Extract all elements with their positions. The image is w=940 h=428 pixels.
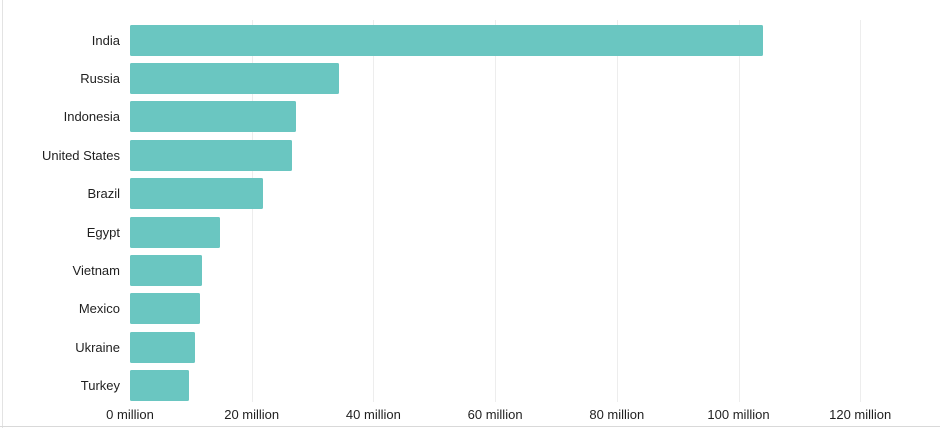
bar-track	[130, 21, 940, 59]
chart-row-vietnam: Vietnam	[73, 251, 940, 289]
bar-indonesia[interactable]	[130, 101, 296, 133]
bar-track	[130, 367, 940, 405]
x-axis: 0 million 20 million 40 million 60 million 8…	[106, 404, 940, 426]
chart-row-india: India	[92, 21, 940, 59]
bar-mexico[interactable]	[130, 293, 200, 325]
chart-row-brazil: Brazil	[87, 175, 940, 213]
bar-turkey[interactable]	[130, 370, 190, 402]
card-bottom-border	[0, 426, 940, 427]
bar-india[interactable]	[130, 24, 763, 56]
category-label-united-states: United States	[41, 147, 120, 163]
x-tick-label-0-million: 0 million	[106, 407, 154, 422]
category-label-egypt: Egypt	[86, 224, 120, 240]
bar-track	[130, 213, 940, 251]
bar-russia[interactable]	[130, 63, 339, 95]
bar-track	[130, 328, 940, 366]
bar-track	[130, 59, 940, 97]
category-label-vietnam: Vietnam	[72, 263, 120, 279]
chart-row-mexico: Mexico	[79, 290, 940, 328]
category-label-russia: Russia	[80, 71, 120, 87]
bar-rows: India Russia Indonesia United States Brazil E…	[42, 21, 940, 405]
card-left-border	[2, 0, 3, 428]
category-label-mexico: Mexico	[78, 301, 120, 317]
bar-vietnam[interactable]	[130, 255, 203, 287]
bar-egypt[interactable]	[130, 216, 221, 248]
bar-track	[130, 251, 940, 289]
bar-ukraine[interactable]	[130, 331, 196, 363]
chart-row-united-states: United States	[42, 136, 940, 174]
category-label-indonesia: Indonesia	[63, 109, 120, 125]
bar-track	[130, 136, 940, 174]
x-tick-label-20-million: 20 million	[224, 407, 280, 422]
bar-track	[130, 290, 940, 328]
x-tick-label-100-million: 100 million	[707, 407, 770, 422]
plot-area: India Russia Indonesia United States Brazil E…	[42, 0, 940, 428]
x-tick-label-120-million: 120 million	[829, 407, 892, 422]
x-tick-label-40-million: 40 million	[345, 407, 401, 422]
bar-track	[130, 98, 940, 136]
category-label-ukraine: Ukraine	[75, 339, 120, 355]
x-tick-label-60-million: 60 million	[467, 407, 523, 422]
bar-brazil[interactable]	[130, 178, 263, 210]
chart-row-indonesia: Indonesia	[64, 98, 940, 136]
x-tick-label-80-million: 80 million	[589, 407, 645, 422]
category-label-turkey: Turkey	[80, 378, 120, 394]
chart-row-ukraine: Ukraine	[75, 328, 940, 366]
chart-row-russia: Russia	[80, 59, 940, 97]
bar-track	[130, 175, 940, 213]
chart-row-egypt: Egypt	[87, 213, 940, 251]
chart-row-turkey: Turkey	[81, 367, 940, 405]
category-label-india: India	[91, 32, 120, 48]
category-label-brazil: Brazil	[87, 186, 120, 202]
bar-united-states[interactable]	[130, 139, 293, 171]
